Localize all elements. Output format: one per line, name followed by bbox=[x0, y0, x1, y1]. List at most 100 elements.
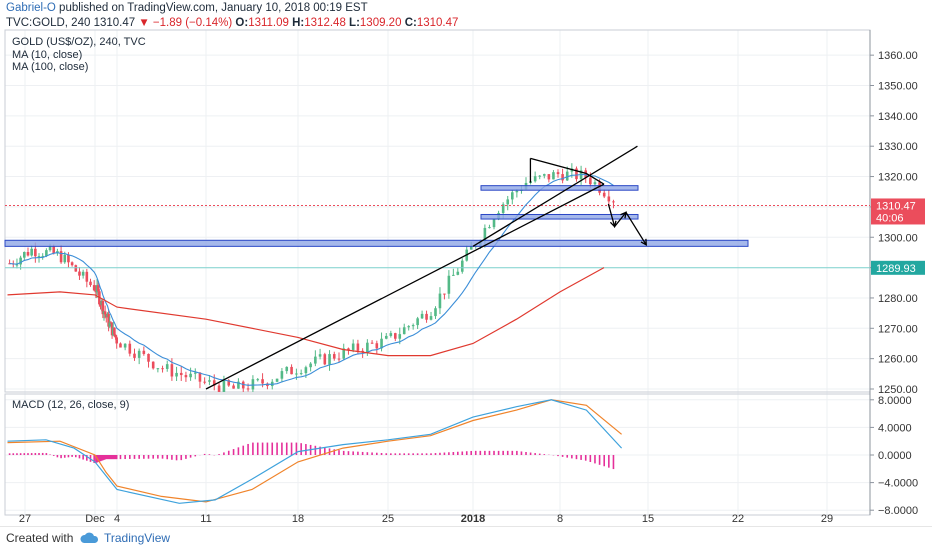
candle-body bbox=[189, 373, 192, 378]
candle-body bbox=[370, 342, 374, 344]
legend-ma10: MA (10, close) bbox=[12, 49, 82, 61]
time-tick-label: 29 bbox=[821, 513, 833, 525]
candle-body bbox=[438, 293, 442, 309]
candle-body bbox=[318, 354, 322, 357]
candle-body bbox=[398, 334, 402, 339]
overlays bbox=[4, 145, 870, 390]
candle-body bbox=[420, 313, 424, 319]
candle-body bbox=[425, 313, 428, 320]
time-tick-label: 18 bbox=[292, 513, 304, 525]
tradingview-logo[interactable]: TradingView bbox=[80, 529, 170, 547]
macd-tick-label: −8.0000 bbox=[878, 505, 918, 517]
macd-tick-label: 4.0000 bbox=[878, 422, 912, 434]
candle-body bbox=[217, 385, 221, 392]
candle-body bbox=[179, 372, 183, 376]
candle-body bbox=[515, 190, 519, 193]
candle-body bbox=[232, 385, 235, 389]
candle-body bbox=[389, 333, 393, 336]
candle-body bbox=[133, 353, 136, 358]
candle-body bbox=[108, 322, 112, 327]
candle-body bbox=[314, 356, 317, 364]
candle-body bbox=[356, 343, 360, 351]
time-tick-label: 2018 bbox=[461, 513, 485, 525]
candle-body bbox=[469, 246, 473, 250]
arrow-head bbox=[609, 220, 617, 228]
time-axis[interactable]: 27 Dec 4 11 18 25 2018 8 15 22 29 bbox=[19, 513, 833, 525]
chart-canvas[interactable]: 1360.00 1350.00 1340.00 1330.00 1320.00 1310.… bbox=[0, 0, 932, 526]
candle-body bbox=[137, 350, 141, 358]
candle-body bbox=[375, 343, 379, 349]
brand-label: TradingView bbox=[104, 531, 171, 545]
last-price-tag-bg bbox=[871, 198, 925, 213]
price-axis[interactable]: 1360.00 1350.00 1340.00 1330.00 1320.00 1310.… bbox=[870, 50, 918, 517]
candle-body bbox=[41, 255, 44, 257]
candle-body bbox=[48, 246, 52, 251]
candle-body bbox=[147, 353, 150, 362]
candle-body bbox=[123, 343, 127, 348]
candle-body bbox=[175, 372, 178, 377]
candle-body bbox=[184, 375, 188, 378]
candle-body bbox=[15, 264, 19, 266]
candle-body bbox=[161, 368, 164, 370]
candle-body bbox=[483, 227, 487, 242]
support-zone bbox=[4, 239, 749, 247]
candle-body bbox=[332, 354, 336, 359]
time-tick-label: Dec bbox=[85, 513, 105, 525]
candle-body bbox=[170, 364, 174, 377]
candle-body bbox=[393, 333, 397, 339]
candle-body bbox=[538, 175, 542, 177]
candle-body bbox=[114, 334, 117, 338]
candle-body bbox=[460, 260, 464, 272]
projection-path bbox=[607, 203, 647, 246]
price-tick-label: 1280.00 bbox=[878, 293, 918, 305]
last-price: 1310.47 bbox=[93, 17, 136, 29]
candle-body bbox=[384, 335, 388, 339]
candle-body bbox=[593, 182, 597, 185]
high-value: 1312.48 bbox=[304, 17, 346, 29]
candle-body bbox=[113, 327, 116, 335]
candle-body bbox=[612, 201, 615, 203]
grid bbox=[5, 30, 870, 515]
candle-body bbox=[128, 343, 132, 354]
candle-body bbox=[74, 265, 78, 272]
last-price-tag: 1310.47 bbox=[876, 200, 916, 212]
candle-body bbox=[488, 227, 491, 229]
level-tag-bg bbox=[871, 260, 925, 275]
candle-body bbox=[552, 172, 555, 180]
time-tick-label: 15 bbox=[642, 513, 654, 525]
candle-body bbox=[107, 313, 110, 327]
level-tag: 1289.93 bbox=[876, 263, 916, 275]
candle-body bbox=[434, 308, 437, 317]
candle-body bbox=[101, 300, 105, 315]
candle-body bbox=[456, 271, 460, 275]
candle-body bbox=[67, 254, 70, 263]
candle-body bbox=[59, 251, 63, 263]
candle-body bbox=[34, 248, 37, 257]
support-zone bbox=[480, 213, 639, 220]
symbol-label: TVC:GOLD, 240 bbox=[6, 17, 91, 29]
candle-body bbox=[222, 380, 226, 392]
macd-tick-label: 0.0000 bbox=[878, 450, 912, 462]
candle-body bbox=[70, 262, 74, 266]
candle-body bbox=[429, 316, 433, 320]
candle-body bbox=[78, 271, 81, 276]
arrow-head bbox=[640, 238, 647, 246]
high-label: H: bbox=[292, 17, 305, 29]
candle-body bbox=[411, 325, 415, 327]
ma10-line bbox=[9, 173, 614, 386]
price-tick-label: 1320.00 bbox=[878, 172, 918, 184]
price-tick-label: 1250.00 bbox=[878, 384, 918, 396]
price-tick-label: 1260.00 bbox=[878, 354, 918, 366]
author-link[interactable]: Gabriel-O bbox=[6, 2, 56, 14]
triangle-top bbox=[530, 157, 605, 185]
price-tick-label: 1340.00 bbox=[878, 111, 918, 123]
candle-body bbox=[115, 337, 119, 344]
macd-histogram bbox=[7, 399, 623, 504]
candle-body bbox=[119, 343, 122, 348]
time-tick-label: 8 bbox=[557, 513, 563, 525]
trendline-upper bbox=[472, 145, 638, 247]
candle-body bbox=[328, 354, 331, 365]
candle-body bbox=[443, 293, 446, 295]
price-tick-label: 1270.00 bbox=[878, 323, 918, 335]
chart-frame bbox=[4, 29, 871, 516]
